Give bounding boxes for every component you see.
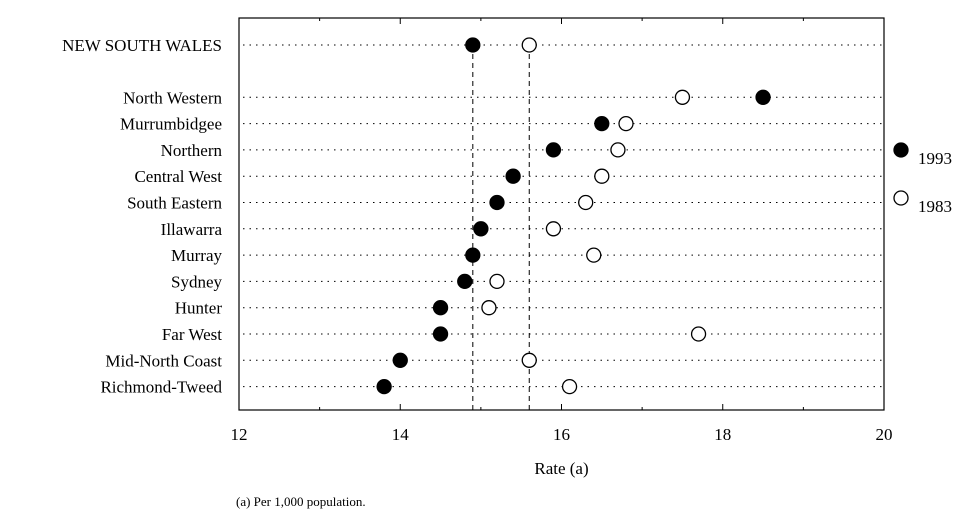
point-1993 [465, 247, 481, 263]
x-tick-label: 20 [876, 425, 893, 444]
point-1983 [521, 352, 537, 368]
point-1983 [594, 168, 610, 184]
category-label: Hunter [175, 299, 223, 318]
plot-frame [238, 17, 885, 411]
point-1993 [432, 326, 449, 342]
x-tick-label: 14 [392, 425, 410, 444]
point-1983 [545, 221, 562, 237]
point-1983 [481, 300, 497, 316]
point-1983 [610, 142, 626, 158]
legend-label-1993: 1993 [918, 149, 952, 168]
legend-marker-1983 [893, 190, 909, 206]
point-1993 [457, 273, 473, 290]
x-axis-title: Rate (a) [534, 459, 588, 478]
point-1993 [392, 352, 408, 368]
category-label: Murray [171, 246, 222, 265]
point-1983 [489, 273, 505, 290]
dot-plot: 12 14 16 18 20 Rate (a) NEW SOUTH WALES North W… [62, 17, 952, 478]
category-label: Far West [162, 325, 222, 344]
category-label: Murrumbidgee [120, 115, 222, 134]
point-1993 [545, 142, 562, 158]
point-1993 [376, 378, 392, 395]
point-1983 [690, 326, 707, 342]
category-label: Sydney [171, 272, 223, 291]
category-label: North Western [123, 88, 222, 107]
x-tick-label: 12 [231, 425, 248, 444]
x-tick-label: 18 [714, 425, 731, 444]
x-tick-label: 16 [553, 425, 570, 444]
point-1993 [473, 221, 489, 237]
category-label: Illawarra [161, 220, 223, 239]
point-1983 [586, 247, 602, 263]
category-label: Mid-North Coast [105, 351, 222, 370]
legend-marker-1993 [893, 142, 909, 158]
category-label: NEW SOUTH WALES [62, 36, 222, 55]
legend-label-1983: 1983 [918, 197, 952, 216]
footnote: (a) Per 1,000 population. [236, 494, 366, 509]
category-label: Central West [134, 167, 222, 186]
point-1993 [594, 115, 610, 132]
point-1993 [755, 89, 771, 105]
point-1993 [432, 300, 449, 316]
category-label: South Eastern [127, 194, 222, 213]
point-1983 [674, 89, 691, 105]
point-1993 [489, 194, 505, 211]
point-1993 [465, 37, 481, 53]
point-1993 [505, 168, 521, 184]
category-label: Richmond-Tweed [100, 378, 222, 397]
point-1983 [618, 115, 634, 132]
point-1983 [561, 378, 578, 395]
category-label: Northern [161, 141, 223, 160]
point-1983 [578, 194, 594, 211]
point-1983 [521, 37, 537, 53]
